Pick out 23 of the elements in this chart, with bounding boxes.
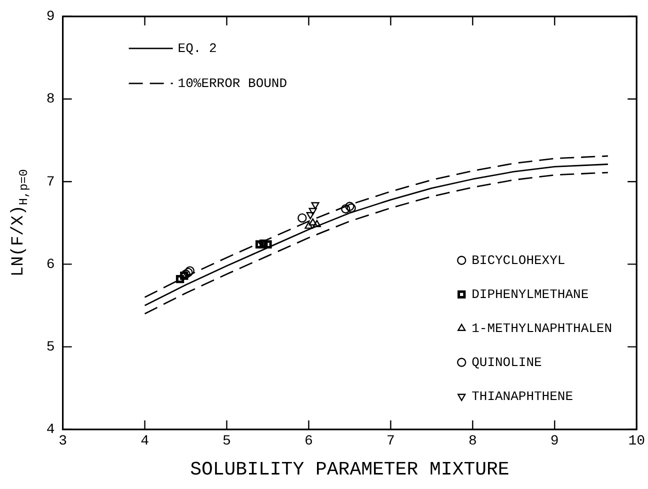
legend-label: BICYCLOHEXYL (472, 252, 566, 268)
legend-label: THIANAPHTHENE (472, 388, 574, 404)
y-tick-label: 8 (46, 92, 55, 108)
x-tick-label: 3 (58, 434, 68, 450)
legend-label: 1-METHYLNAPHTHALEN (472, 320, 612, 336)
y-tick-label: 5 (46, 340, 55, 356)
legend-label: 10%ERROR BOUND (178, 76, 288, 91)
legend-label: QUINOLINE (472, 354, 542, 370)
y-tick-label: 9 (46, 9, 55, 26)
x-tick-label: 10 (628, 434, 646, 450)
x-axis-title: SOLUBILITY PARAMETER MIXTURE (190, 458, 510, 481)
x-tick-label: 4 (140, 434, 149, 450)
x-tick-label: 7 (386, 434, 395, 450)
x-tick-label: 8 (468, 434, 477, 450)
y-tick-label: 4 (46, 422, 55, 438)
x-tick-label: 5 (222, 434, 231, 450)
y-tick-label: 6 (46, 256, 55, 273)
y-tick-label: 7 (46, 174, 55, 190)
legend-label: EQ. 2 (178, 40, 217, 56)
y-axis-title: LN(F/X)H,p=0 (10, 169, 32, 277)
legend-label: DIPHENYLMETHANE (472, 286, 589, 302)
x-tick-label: 6 (304, 434, 313, 450)
x-tick-label: 9 (550, 434, 559, 450)
